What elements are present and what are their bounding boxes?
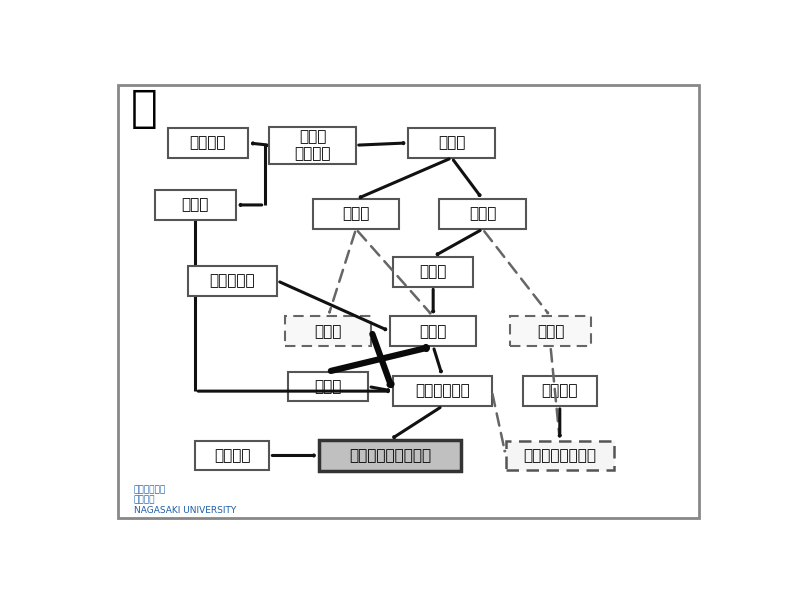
Text: 問題焦点型看護診断: 問題焦点型看護診断 [349,448,431,463]
FancyBboxPatch shape [288,371,368,401]
FancyBboxPatch shape [439,199,526,229]
FancyBboxPatch shape [195,441,269,470]
FancyBboxPatch shape [390,316,477,346]
FancyBboxPatch shape [118,85,699,518]
FancyBboxPatch shape [393,376,492,406]
Text: 病　態: 病 態 [469,207,497,221]
Text: 対象者
基本情報: 対象者 基本情報 [294,129,331,161]
Text: 看護介入: 看護介入 [214,448,251,463]
Text: 生活への影響: 生活への影響 [415,384,469,399]
Text: リスク型看護診断: リスク型看護診断 [524,448,596,463]
FancyBboxPatch shape [319,440,461,471]
Text: 家族構成: 家族構成 [190,136,226,150]
Text: 職　業: 職 業 [182,198,209,213]
Text: 疾患名: 疾患名 [438,136,465,150]
Text: 症　状: 症 状 [419,324,447,339]
FancyBboxPatch shape [187,266,277,296]
Text: 例: 例 [131,87,158,130]
FancyBboxPatch shape [393,257,473,287]
Text: 国立大学法人
長崎大学
NAGASAKI UNIVERSITY: 国立大学法人 長崎大学 NAGASAKI UNIVERSITY [134,485,236,515]
Text: 症　状: 症 状 [315,324,342,339]
FancyBboxPatch shape [506,441,614,470]
Text: 症　状: 症 状 [537,324,564,339]
Text: 原因・誤因: 原因・誤因 [210,273,255,288]
FancyBboxPatch shape [167,128,248,158]
FancyBboxPatch shape [285,316,371,346]
FancyBboxPatch shape [408,128,495,158]
FancyBboxPatch shape [510,316,591,346]
FancyBboxPatch shape [523,376,597,406]
Text: 病　態: 病 態 [342,207,370,221]
Text: 検　査: 検 査 [419,264,447,279]
Text: 治　療: 治 療 [315,379,342,394]
FancyBboxPatch shape [312,199,399,229]
FancyBboxPatch shape [269,127,356,164]
FancyBboxPatch shape [155,190,236,220]
Text: 看護介入: 看護介入 [541,384,578,399]
